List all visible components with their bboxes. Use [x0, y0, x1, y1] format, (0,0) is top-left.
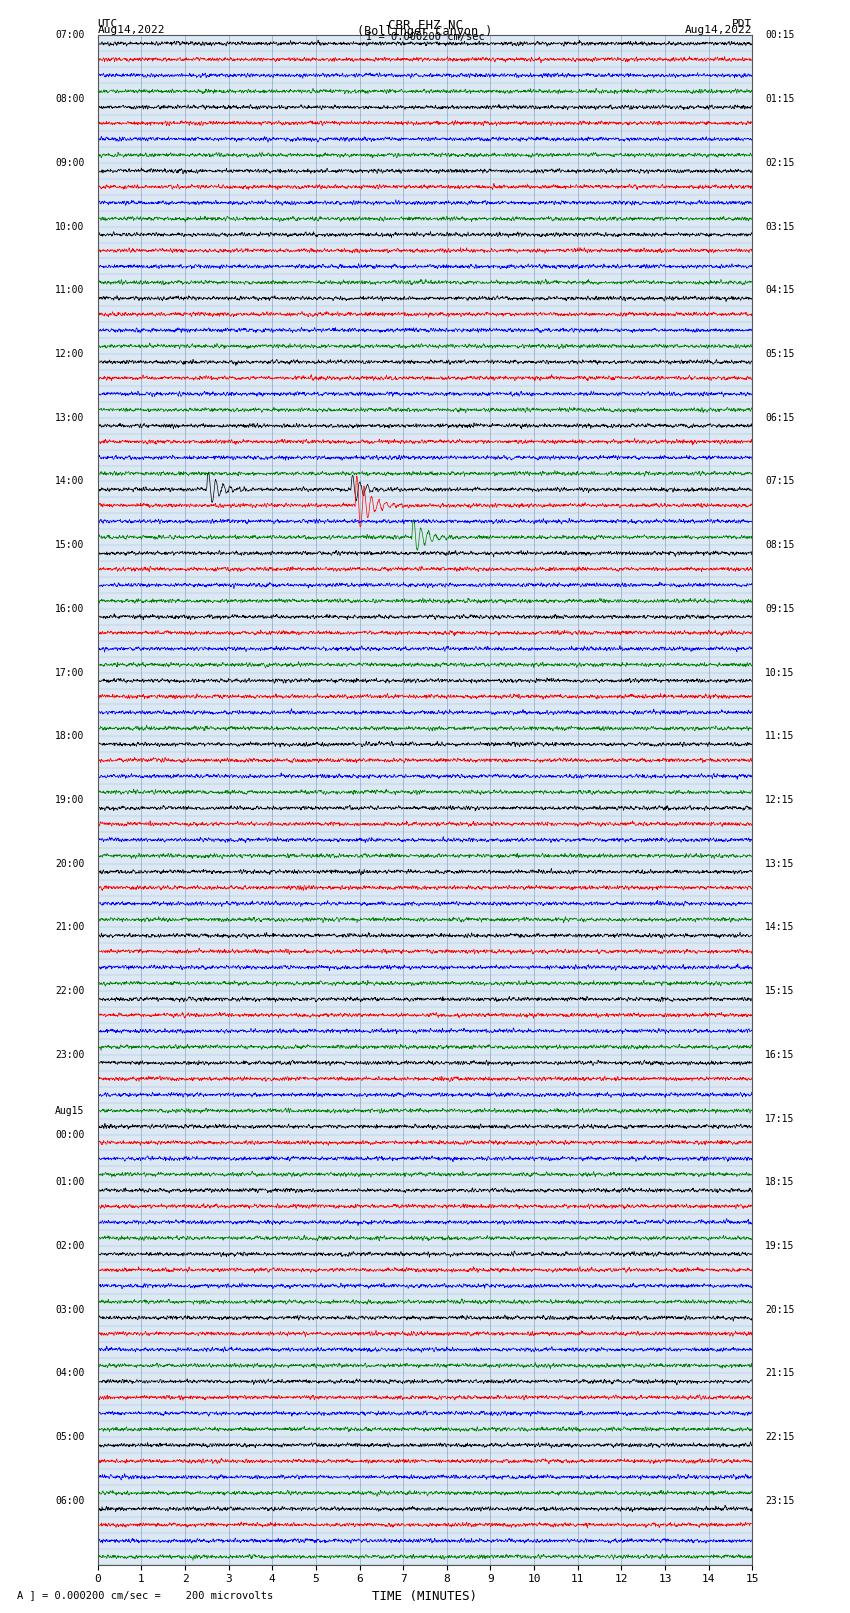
Text: 17:15: 17:15: [765, 1113, 795, 1124]
Text: A ] = 0.000200 cm/sec =    200 microvolts: A ] = 0.000200 cm/sec = 200 microvolts: [17, 1590, 273, 1600]
Text: 19:00: 19:00: [55, 795, 85, 805]
Text: 02:00: 02:00: [55, 1240, 85, 1252]
Text: 01:15: 01:15: [765, 94, 795, 105]
Text: 07:00: 07:00: [55, 31, 85, 40]
X-axis label: TIME (MINUTES): TIME (MINUTES): [372, 1590, 478, 1603]
Text: CBR EHZ NC: CBR EHZ NC: [388, 18, 462, 32]
Text: PDT: PDT: [732, 18, 752, 29]
Text: 15:15: 15:15: [765, 986, 795, 997]
Text: 05:00: 05:00: [55, 1432, 85, 1442]
Text: 04:00: 04:00: [55, 1368, 85, 1379]
Text: 11:15: 11:15: [765, 731, 795, 742]
Text: 04:15: 04:15: [765, 286, 795, 295]
Text: Aug15: Aug15: [55, 1105, 85, 1116]
Text: 08:00: 08:00: [55, 94, 85, 105]
Text: 16:15: 16:15: [765, 1050, 795, 1060]
Text: 03:15: 03:15: [765, 221, 795, 232]
Text: 11:00: 11:00: [55, 286, 85, 295]
Text: 18:00: 18:00: [55, 731, 85, 742]
Text: 12:00: 12:00: [55, 348, 85, 360]
Text: 21:15: 21:15: [765, 1368, 795, 1379]
Text: 22:15: 22:15: [765, 1432, 795, 1442]
Text: 13:15: 13:15: [765, 858, 795, 869]
Text: 20:15: 20:15: [765, 1305, 795, 1315]
Text: 15:00: 15:00: [55, 540, 85, 550]
Text: 03:00: 03:00: [55, 1305, 85, 1315]
Text: 09:00: 09:00: [55, 158, 85, 168]
Text: 06:15: 06:15: [765, 413, 795, 423]
Text: 23:00: 23:00: [55, 1050, 85, 1060]
Text: 14:15: 14:15: [765, 923, 795, 932]
Text: 12:15: 12:15: [765, 795, 795, 805]
Text: 20:00: 20:00: [55, 858, 85, 869]
Text: 10:15: 10:15: [765, 668, 795, 677]
Text: 09:15: 09:15: [765, 603, 795, 615]
Text: 16:00: 16:00: [55, 603, 85, 615]
Text: 14:00: 14:00: [55, 476, 85, 487]
Text: 10:00: 10:00: [55, 221, 85, 232]
Text: 22:00: 22:00: [55, 986, 85, 997]
Text: (Bollinger Canyon ): (Bollinger Canyon ): [357, 24, 493, 39]
Text: I = 0.000200 cm/sec: I = 0.000200 cm/sec: [366, 32, 484, 42]
Text: Aug14,2022: Aug14,2022: [685, 24, 752, 35]
Text: 05:15: 05:15: [765, 348, 795, 360]
Text: 02:15: 02:15: [765, 158, 795, 168]
Text: UTC: UTC: [98, 18, 118, 29]
Text: 17:00: 17:00: [55, 668, 85, 677]
Text: 08:15: 08:15: [765, 540, 795, 550]
Text: 21:00: 21:00: [55, 923, 85, 932]
Text: 23:15: 23:15: [765, 1495, 795, 1507]
Text: 13:00: 13:00: [55, 413, 85, 423]
Text: 07:15: 07:15: [765, 476, 795, 487]
Text: 06:00: 06:00: [55, 1495, 85, 1507]
Text: 00:00: 00:00: [55, 1129, 85, 1139]
Text: Aug14,2022: Aug14,2022: [98, 24, 165, 35]
Text: 01:00: 01:00: [55, 1177, 85, 1187]
Text: 19:15: 19:15: [765, 1240, 795, 1252]
Text: 00:15: 00:15: [765, 31, 795, 40]
Text: 18:15: 18:15: [765, 1177, 795, 1187]
